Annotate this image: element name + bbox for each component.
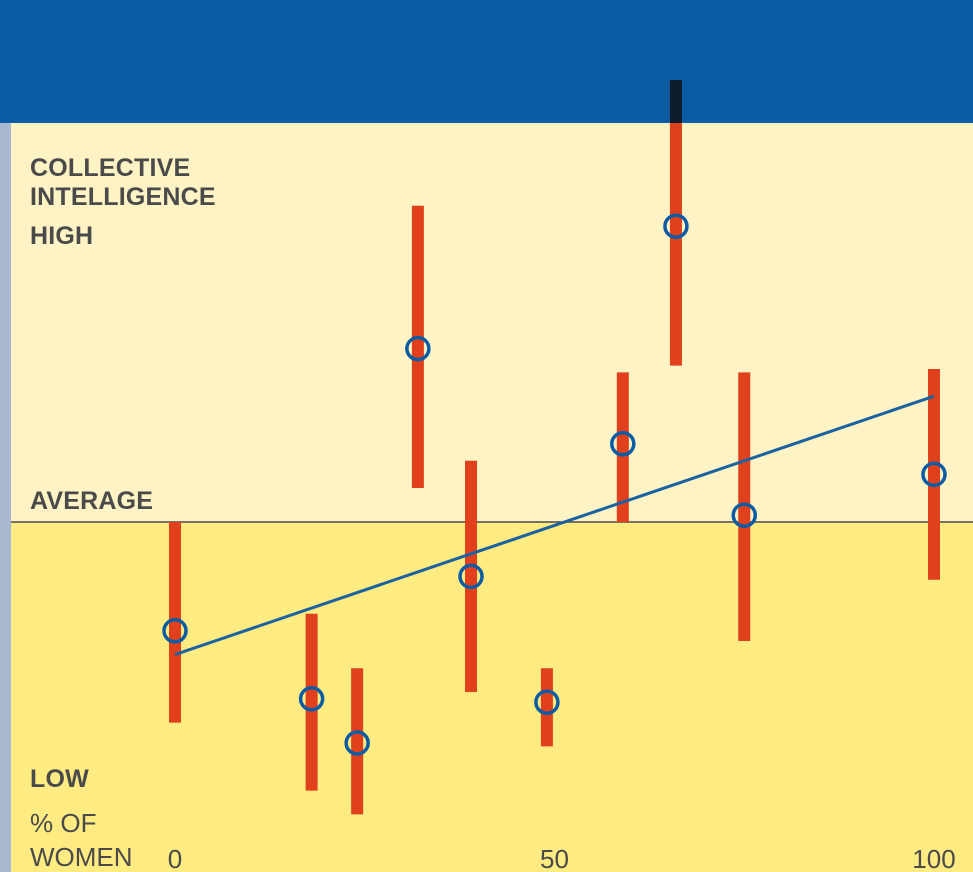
x-tick-labels: 0 50 100 [168,844,956,872]
data-point [663,213,689,239]
left-strip [0,123,11,872]
error-bars [169,80,940,815]
average-label: AVERAGE [30,487,153,515]
x-tick-label: 0 [168,844,182,872]
data-point [731,502,757,528]
x-axis-title-line2: WOMEN [30,842,133,872]
x-tick-label: 100 [912,844,955,872]
data-points [162,213,947,756]
data-point [405,335,431,362]
data-point [162,618,188,644]
y-axis-title-line1: COLLECTIVE [30,154,190,182]
data-point [610,431,636,457]
header-band [0,0,973,123]
low-label: LOW [30,765,89,793]
data-point [534,689,560,715]
lower-zone [0,522,973,872]
y-axis-title-line2: INTELLIGENCE [30,183,216,211]
upper-zone [0,123,973,522]
data-point [921,461,947,488]
data-point [458,563,484,590]
trend-line [174,394,935,657]
data-point [344,730,370,756]
data-point [298,686,325,712]
x-tick-label: 50 [540,844,569,872]
x-axis-title-line1: % OF [30,808,96,838]
high-label: HIGH [30,222,93,250]
